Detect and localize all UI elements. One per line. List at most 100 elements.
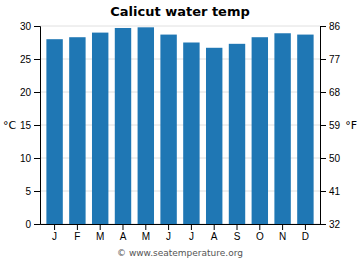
grid	[40, 26, 320, 224]
y2-axis-tick-label: 41	[329, 186, 341, 197]
y2-axis-tick: 41	[320, 186, 341, 197]
y2-axis-tick-mark	[320, 59, 326, 60]
x-axis-tick-mark	[145, 224, 146, 230]
x-axis-tick-label: S	[234, 231, 241, 242]
x-axis-tick: J	[52, 224, 57, 242]
x-axis-tick: F	[74, 224, 80, 242]
y2-axis-tick-label: 77	[329, 54, 341, 65]
y2-axis-tick: 50	[320, 153, 341, 164]
bar	[229, 44, 245, 224]
bar	[160, 35, 176, 224]
y-axis-tick: 0	[25, 219, 40, 230]
y-axis-tick-label: 30	[20, 21, 32, 32]
bar	[92, 33, 108, 224]
x-axis-tick-mark	[191, 224, 192, 230]
y2-axis-tick: 86	[320, 21, 341, 32]
y2-axis-label: °F	[345, 119, 357, 132]
x-axis-tick-label: D	[302, 231, 309, 242]
x-axis-tick-mark	[100, 224, 101, 230]
x-axis-tick: M	[96, 224, 104, 242]
x-axis-tick-label: N	[279, 231, 286, 242]
x-axis-tick-mark	[77, 224, 78, 230]
y2-axis-tick-mark	[320, 224, 326, 225]
y2-axis-tick-label: 59	[329, 120, 341, 131]
bar	[69, 37, 85, 224]
x-axis-tick: J	[189, 224, 194, 242]
x-axis-tick-label: M	[142, 231, 150, 242]
y2-axis-tick: 77	[320, 54, 341, 65]
x-axis-line	[41, 224, 321, 225]
x-axis-tick: S	[234, 224, 241, 242]
y-axis-tick: 25	[20, 54, 40, 65]
y-axis-tick-mark	[34, 158, 40, 159]
x-axis: JFMAMJJASOND	[41, 224, 321, 242]
chart-container: J F M A M J J A S O N D 0 5 10 15 20 25 30 32 41 50 59 68 77 86 °C…	[0, 0, 360, 260]
x-axis-tick: J	[166, 224, 171, 242]
title: Calicut water temp	[110, 4, 250, 19]
y2-axis-tick-mark	[320, 191, 326, 192]
x-axis-tick-label: A	[211, 231, 218, 242]
x-axis-tick-label: O	[256, 231, 264, 242]
y2-axis-tick-mark	[320, 26, 326, 27]
y2-axis-tick-mark	[320, 125, 326, 126]
x-axis-tick-mark	[214, 224, 215, 230]
x-axis-tick-mark	[122, 224, 123, 230]
x-axis-tick: A	[120, 224, 127, 242]
x-axis-tick-label: J	[166, 231, 171, 242]
x-axis-tick-label: J	[189, 231, 194, 242]
y2-axis-tick-mark	[320, 92, 326, 93]
y2-axis: 32 41 50 59 68 77 86	[320, 21, 341, 230]
bar	[46, 39, 62, 224]
y2-axis-tick-label: 68	[329, 87, 341, 98]
chart-svg: J F M A M J J A S O N D 0 5 10 15 20 25 30 32 41 50 59 68 77 86 °C…	[0, 0, 360, 260]
bar	[183, 43, 199, 225]
y2-axis-tick-label: 50	[329, 153, 341, 164]
y-axis-tick: 20	[20, 87, 40, 98]
y2-axis-tick-label: 32	[329, 219, 341, 230]
grid-line	[40, 26, 320, 27]
y-axis-tick-mark	[34, 59, 40, 60]
y-axis-tick-label: 20	[20, 87, 32, 98]
x-axis-tick-label: J	[52, 231, 57, 242]
y-axis-tick-mark	[34, 92, 40, 93]
y2-axis-tick-label: 86	[329, 21, 341, 32]
x-axis-tick: A	[211, 224, 218, 242]
x-axis-tick-mark	[282, 224, 283, 230]
y2-axis-tick: 32	[320, 219, 341, 230]
y-axis-tick-label: 25	[20, 54, 32, 65]
y-axis-tick-label: 10	[20, 153, 32, 164]
x-axis-tick-mark	[54, 224, 55, 230]
annotation: © www.seatemperature.org	[117, 248, 243, 258]
y2-axis-tick: 59	[320, 120, 341, 131]
y-axis-tick-label: 15	[20, 120, 32, 131]
y2-axis-tick: 68	[320, 87, 341, 98]
y-axis-label: °C	[3, 119, 17, 132]
bar	[115, 28, 131, 224]
y-axis-tick: 5	[25, 186, 40, 197]
x-axis-tick: N	[279, 224, 286, 242]
y-axis: 0 5 10 15 20 25 30	[20, 21, 41, 230]
x-axis-tick-label: F	[74, 231, 80, 242]
bar	[274, 33, 290, 224]
y-axis-line	[34, 27, 41, 225]
y-axis-tick-mark	[34, 191, 40, 192]
y-axis-tick-mark	[34, 224, 40, 225]
y-axis-tick-mark	[34, 125, 40, 126]
x-axis-tick-mark	[305, 224, 306, 230]
x-axis-tick-mark	[259, 224, 260, 230]
x-axis-tick-mark	[237, 224, 238, 230]
y-axis-tick: 30	[20, 21, 40, 32]
bar	[297, 35, 313, 224]
y-axis-tick: 10	[20, 153, 40, 164]
x-axis-tick-mark	[168, 224, 169, 230]
y2-axis-line	[321, 27, 327, 225]
bars	[46, 27, 313, 224]
y2-axis-tick-mark	[320, 158, 326, 159]
y-axis-tick-mark	[34, 26, 40, 27]
bar	[252, 37, 268, 224]
x-axis-tick-label: A	[120, 231, 127, 242]
x-axis-tick: O	[256, 224, 264, 242]
x-axis-tick-label: M	[96, 231, 104, 242]
x-axis-tick: D	[302, 224, 309, 242]
bar	[138, 27, 154, 224]
